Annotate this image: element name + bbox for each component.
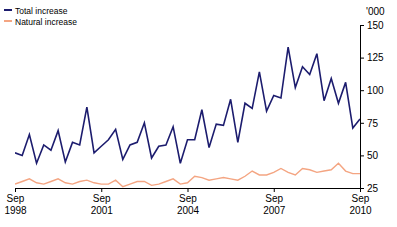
legend-label: Natural increase <box>15 17 77 27</box>
x-tick-mark <box>15 188 16 192</box>
y-axis: 25 50 75 100 125 150 <box>360 20 384 194</box>
y-axis-line <box>361 26 365 189</box>
x-axis-line <box>16 189 361 193</box>
series-group <box>15 47 360 187</box>
x-tick-mark <box>188 188 189 192</box>
y-tick-mark <box>360 25 364 26</box>
y-tick-mark <box>360 188 364 189</box>
x-tick: Sep2004 <box>177 188 200 216</box>
x-tick-label: Sep2007 <box>263 193 286 216</box>
y-tick-label: 125 <box>367 52 384 63</box>
plot: Sep1998 Sep2001 Sep2004 Sep2007 Sep201025 50 7… <box>4 20 384 216</box>
y-tick: 25 <box>360 183 379 194</box>
x-tick-label: Sep1998 <box>4 193 27 216</box>
x-tick: Sep2001 <box>91 188 114 216</box>
y-tick: 50 <box>360 150 379 161</box>
legend-swatch <box>4 20 12 22</box>
x-tick-label: Sep2010 <box>349 193 372 216</box>
x-tick-mark <box>101 188 102 192</box>
y-tick: 75 <box>360 118 379 129</box>
legend-item: Natural increase <box>4 17 77 27</box>
y-tick-label: 100 <box>367 85 384 96</box>
legend-swatch <box>4 9 12 11</box>
y-tick-mark <box>360 58 364 59</box>
y-tick-label: 50 <box>367 150 379 161</box>
y-tick: 100 <box>360 85 384 96</box>
legend-label: Total increase <box>15 6 68 16</box>
y-tick-mark <box>360 123 364 124</box>
x-tick-label: Sep2004 <box>177 193 200 216</box>
y-tick-mark <box>360 155 364 156</box>
y-tick: 125 <box>360 52 384 63</box>
x-axis: Sep1998 Sep2001 Sep2004 Sep2007 Sep2010 <box>4 188 372 216</box>
x-tick: Sep2007 <box>263 188 286 216</box>
x-tick-label: Sep2001 <box>91 193 114 216</box>
chart: Sep1998 Sep2001 Sep2004 Sep2007 Sep201025 50 7… <box>0 0 397 227</box>
x-tick-mark <box>274 188 275 192</box>
y-axis-label: '000 <box>366 6 385 17</box>
series-line <box>15 47 360 163</box>
x-tick: Sep1998 <box>4 188 27 216</box>
y-tick-label: 75 <box>367 118 379 129</box>
series-line <box>15 163 360 186</box>
legend: Total increaseNatural increase <box>4 6 77 27</box>
y-tick-mark <box>360 90 364 91</box>
y-tick: 150 <box>360 20 384 31</box>
legend-item: Total increase <box>4 6 68 16</box>
y-tick-label: 25 <box>367 183 379 194</box>
y-tick-label: 150 <box>367 20 384 31</box>
